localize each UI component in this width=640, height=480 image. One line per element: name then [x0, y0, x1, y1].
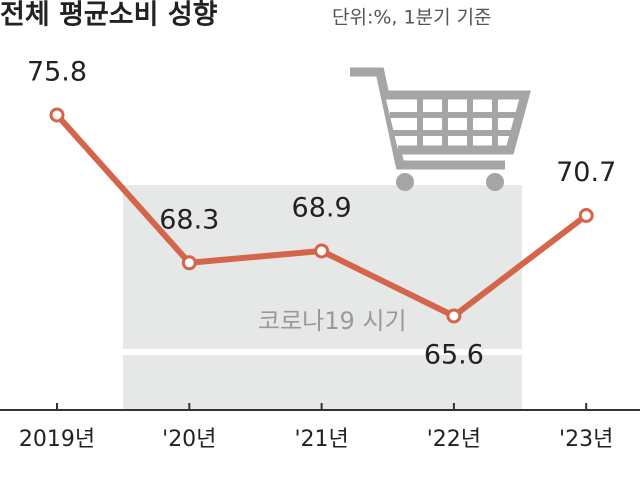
- x-tick-label: '20년: [162, 427, 216, 452]
- point: [49, 107, 65, 123]
- value-label: 75.8: [27, 57, 87, 88]
- point: [314, 243, 330, 259]
- x-tick-label: '21년: [294, 427, 348, 452]
- band-stripe: [123, 349, 522, 355]
- x-tick-label: '23년: [559, 427, 613, 452]
- point: [181, 255, 197, 271]
- covid-period-band: [123, 185, 522, 410]
- annotation: 코로나19 시기: [258, 307, 407, 335]
- chart-title: 전체 평균소비 성향: [0, 0, 218, 31]
- value-label: 68.9: [292, 192, 352, 223]
- point: [578, 208, 594, 223]
- point: [446, 308, 462, 324]
- value-label: 68.3: [159, 204, 219, 235]
- cart-icon: [350, 67, 531, 191]
- x-tick-label: 2019년: [19, 427, 95, 452]
- x-tick-label: '22년: [427, 427, 481, 452]
- value-label: 65.6: [424, 340, 484, 371]
- chart-subtitle: 단위:%, 1분기 기준: [332, 7, 492, 29]
- value-label: 70.7: [556, 157, 616, 188]
